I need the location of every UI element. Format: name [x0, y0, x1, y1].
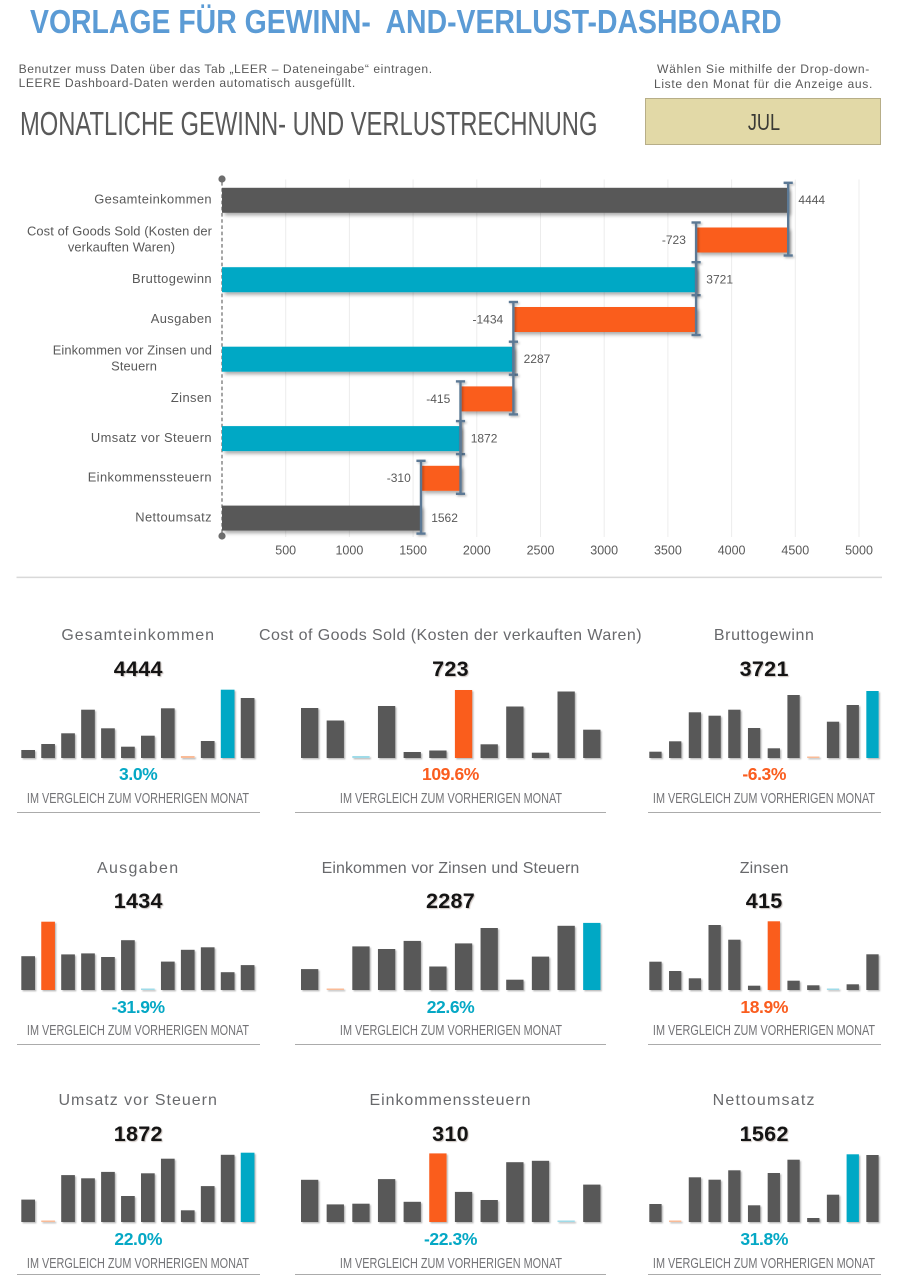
svg-text:3721: 3721: [706, 273, 733, 287]
svg-text:Zinsen: Zinsen: [171, 390, 212, 405]
svg-text:3500: 3500: [654, 543, 682, 557]
svg-text:1000: 1000: [335, 543, 363, 557]
svg-text:-723: -723: [662, 233, 686, 247]
svg-text:Einkommen vor Zinsen und: Einkommen vor Zinsen und: [53, 343, 212, 358]
svg-text:2000: 2000: [463, 543, 491, 557]
svg-text:Gesamteinkommen: Gesamteinkommen: [94, 192, 212, 207]
svg-text:4444: 4444: [798, 193, 825, 207]
svg-text:1872: 1872: [471, 432, 498, 446]
svg-text:Umsatz vor Steuern: Umsatz vor Steuern: [91, 430, 212, 445]
svg-text:5000: 5000: [845, 543, 873, 557]
svg-text:-1434: -1434: [472, 312, 503, 326]
svg-text:500: 500: [275, 543, 296, 557]
svg-text:3000: 3000: [590, 543, 618, 557]
svg-text:4500: 4500: [781, 543, 809, 557]
svg-text:Nettoumsatz: Nettoumsatz: [135, 509, 212, 524]
svg-text:2500: 2500: [527, 543, 555, 557]
svg-text:-310: -310: [387, 471, 411, 485]
svg-text:-415: -415: [426, 392, 450, 406]
svg-text:1500: 1500: [399, 543, 427, 557]
svg-text:Bruttogewinn: Bruttogewinn: [132, 271, 212, 286]
svg-text:Ausgaben: Ausgaben: [151, 311, 212, 326]
svg-text:1562: 1562: [431, 511, 458, 525]
svg-text:Einkommenssteuern: Einkommenssteuern: [88, 470, 212, 485]
svg-text:4000: 4000: [718, 543, 746, 557]
svg-text:Cost of Goods Sold (Kosten der: Cost of Goods Sold (Kosten der: [27, 224, 213, 239]
svg-text:Steuern: Steuern: [111, 359, 157, 374]
svg-text:verkauften Waren): verkauften Waren): [68, 240, 175, 255]
svg-text:2287: 2287: [524, 352, 551, 366]
